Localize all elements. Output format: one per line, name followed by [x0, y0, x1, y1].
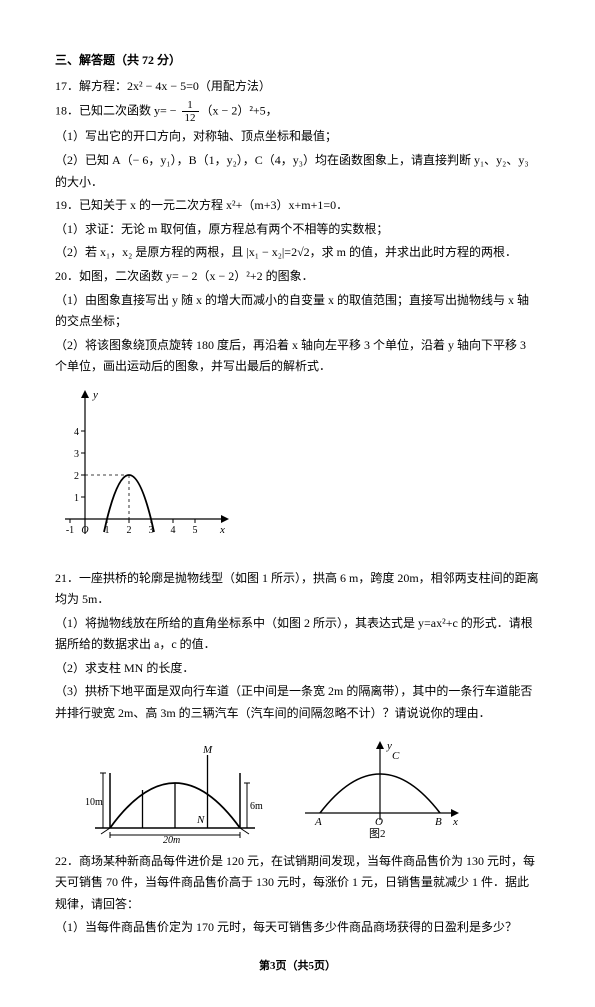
svg-text:A: A — [314, 816, 322, 828]
svg-text:4: 4 — [74, 427, 79, 438]
q19-sub1: （1）求证：无论 m 取何值，原方程总有两个不相等的实数根； — [55, 219, 540, 241]
q21-sub3: （3）拱桥下地平面是双向行车道（正中间是一条宽 2m 的隔离带），其中的一条行车… — [55, 681, 540, 724]
section-header: 三、解答题（共 72 分） — [55, 50, 540, 72]
q22-line1: 22．商场某种新商品每件进价是 120 元，在试销期间发现，当每件商品售价为 1… — [55, 851, 540, 916]
svg-text:20m: 20m — [163, 835, 180, 843]
svg-text:N: N — [196, 814, 205, 826]
svg-text:1: 1 — [74, 493, 79, 504]
frac-den: 12 — [182, 112, 199, 124]
svg-text:2: 2 — [74, 471, 79, 482]
q21-figures: M N 10m 6m 20m y C x — [85, 733, 540, 843]
svg-text:M: M — [202, 744, 213, 756]
svg-text:C: C — [392, 750, 400, 762]
svg-text:O: O — [81, 525, 88, 536]
frac-num: 1 — [182, 99, 199, 112]
q21-fig1: M N 10m 6m 20m — [85, 733, 265, 843]
q21-line1: 21．一座拱桥的轮廓是抛物线型（如图 1 所示），拱高 6 m，跨度 20m，相… — [55, 568, 540, 611]
q20-sub1: （1）由图象直接写出 y 随 x 的增大而减小的自变量 x 的取值范围；直接写出… — [55, 290, 540, 333]
svg-text:10m: 10m — [85, 797, 103, 808]
q21-sub2: （2）求支柱 MN 的长度． — [55, 658, 540, 680]
svg-text:图2: 图2 — [369, 827, 386, 840]
svg-text:-1: -1 — [66, 525, 74, 536]
svg-text:y: y — [92, 389, 98, 401]
svg-text:4: 4 — [171, 525, 176, 536]
svg-text:3: 3 — [74, 449, 79, 460]
q18-line1a: 18．已知二次函数 y= − — [55, 104, 180, 118]
svg-text:x: x — [219, 524, 225, 536]
q19-sub2: （2）若 x₁，x₂ 是原方程的两根，且 |x₁ − x₂|=2√2，求 m 的… — [55, 242, 540, 264]
svg-text:5: 5 — [193, 525, 198, 536]
q18-sub2: （2）已知 A（− 6，y₁），B（1，y₂），C（4，y₃）均在函数图象上，请… — [55, 150, 540, 193]
q17: 17．解方程：2x² − 4x − 5=0（用配方法） — [55, 76, 540, 98]
q20-sub2: （2）将该图象绕顶点旋转 180 度后，再沿着 x 轴向左平移 3 个单位，沿着… — [55, 335, 540, 378]
q18-frac: 112 — [182, 99, 199, 124]
svg-text:B: B — [435, 816, 442, 828]
q20-line1: 20．如图，二次函数 y= − 2（x − 2）²+2 的图象． — [55, 266, 540, 288]
q21-sub1: （1）将抛物线放在所给的直角坐标系中（如图 2 所示），其表达式是 y=ax²+… — [55, 613, 540, 656]
svg-text:x: x — [452, 816, 458, 828]
page-footer: 第3页（共5页） — [55, 957, 540, 977]
q22-sub1: （1）当每件商品售价定为 170 元时，每天可销售多少件商品商场获得的日盈利是多… — [55, 917, 540, 939]
q18-line1: 18．已知二次函数 y= − 112（x − 2）²+5， — [55, 99, 540, 124]
svg-text:6m: 6m — [250, 801, 263, 812]
q19-line1: 19．已知关于 x 的一元二次方程 x²+（m+3）x+m+1=0． — [55, 195, 540, 217]
q21-fig2: y C x A O B 图2 — [295, 735, 465, 840]
q18-sub1: （1）写出它的开口方向，对称轴、顶点坐标和最值； — [55, 126, 540, 148]
q18-line1b: （x − 2）²+5， — [201, 104, 278, 118]
svg-text:O: O — [375, 816, 383, 828]
svg-text:2: 2 — [127, 525, 132, 536]
q20-graph: -1 O 1 2 3 4 5 1 2 3 — [55, 384, 540, 562]
